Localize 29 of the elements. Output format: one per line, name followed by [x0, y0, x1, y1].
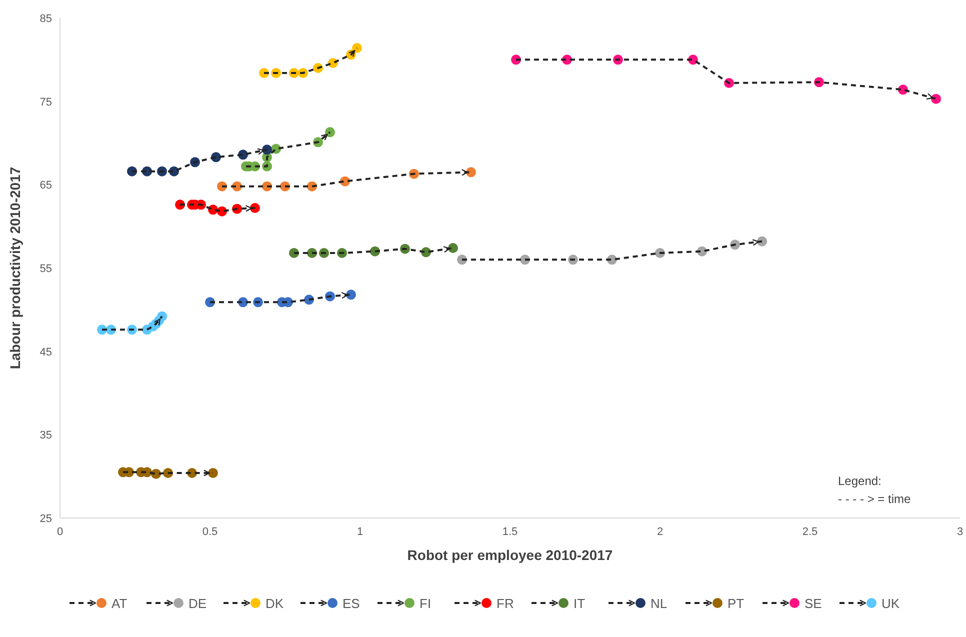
y-tick-label: 45	[40, 346, 52, 358]
y-tick-label: 75	[40, 96, 52, 108]
y-axis-title: Labour productivity 2010-2017	[7, 166, 23, 370]
legend-label: UK	[882, 596, 900, 611]
x-tick-label: 1	[356, 526, 364, 538]
y-tick-label: 85	[40, 13, 52, 25]
legend-label: ES	[342, 596, 360, 611]
legend-label: DE	[188, 596, 207, 611]
x-tick-label: 2.5	[802, 526, 818, 538]
legend-label: NL	[650, 596, 668, 611]
legend-label: FR	[496, 596, 514, 611]
x-tick-label: 0.5	[202, 526, 218, 538]
y-tick-label: 35	[40, 430, 52, 442]
annotation: - - - - > = time	[838, 492, 911, 506]
y-tick-label: 25	[40, 513, 52, 525]
legend-label: DK	[266, 596, 284, 611]
y-tick-label: 65	[40, 180, 52, 192]
x-tick-label: 3	[956, 526, 964, 538]
x-tick-label: 1.5	[502, 526, 518, 538]
x-axis-title: Robot per employee 2010-2017	[407, 547, 613, 563]
y-tick-label: 55	[40, 263, 52, 275]
x-tick-label: 0	[56, 526, 64, 538]
legend-label: SE	[804, 596, 822, 611]
legend-label: IT	[574, 596, 586, 611]
legend-label: AT	[112, 596, 128, 611]
legend-label: PT	[728, 596, 744, 611]
x-tick-label: 2	[656, 526, 664, 538]
legend-label: FI	[420, 596, 432, 611]
annotation: Legend:	[838, 474, 882, 488]
